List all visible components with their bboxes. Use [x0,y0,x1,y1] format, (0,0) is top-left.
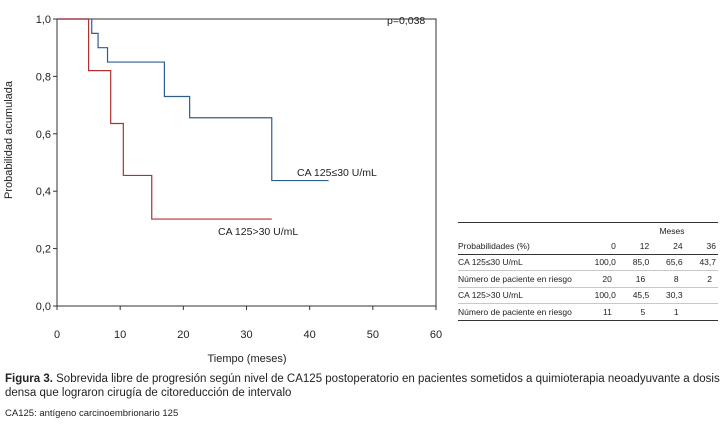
figure-caption-text: Sobrevida libre de progresión según nive… [5,373,720,399]
risk-cell: 85,0 [617,254,652,271]
risk-table-grid: Meses Probabilidades (%) 0 12 24 36 CA 1… [458,222,718,321]
y-tick-label: 0,8 [36,71,51,83]
risk-table-title: Meses [576,222,718,238]
risk-cell [684,303,718,321]
y-tick-label: 0,0 [36,301,51,313]
risk-cell: 2 [684,270,718,288]
series-label-2: CA 125>30 U/mL [218,226,298,238]
x-axis-ticks: 0 10 20 30 40 50 60 [54,306,442,341]
x-tick-label: 40 [304,329,316,341]
y-tick-label: 0,2 [36,244,51,256]
risk-cell: 30,3 [651,287,685,304]
risk-cell: 43,7 [684,254,718,271]
risk-table-col-3: 36 [684,238,718,255]
x-tick-label: 30 [240,329,252,341]
y-axis-ticks: 0,0 0,2 0,4 0,6 0,8 1,0 [36,14,57,313]
risk-table: Meses Probabilidades (%) 0 12 24 36 CA 1… [458,222,718,321]
risk-cell: 65,6 [651,254,685,271]
x-axis-title: Tiempo (meses) [207,353,286,365]
risk-row-label: Número de paciente en riesgo [458,270,576,288]
figure-caption: Figura 3. Sobrevida libre de progresión … [5,373,721,400]
risk-cell: 8 [651,270,685,288]
y-tick-label: 1,0 [36,14,51,26]
risk-table-row: CA 125>30 U/mL 100,0 45,5 30,3 [458,287,718,304]
risk-cell: 100,0 [576,254,618,271]
risk-cell: 100,0 [576,287,618,304]
figure-footnote: CA125: antígeno carcinoembrionario 125 [5,408,179,419]
risk-row-label: CA 125≤30 U/mL [458,254,576,271]
series-labels: CA 125≤30 U/mL CA 125>30 U/mL [218,167,377,238]
x-tick-label: 0 [54,329,60,341]
risk-cell: 11 [576,303,618,321]
risk-table-col-0: 0 [576,238,618,255]
km-chart: 0 10 20 30 40 50 60 0,0 0,2 0,4 0,6 0,8 1,0 CA 125≤… [3,14,442,365]
x-tick-label: 50 [367,329,379,341]
risk-table-col-1: 12 [617,238,652,255]
risk-table-title-spacer [458,222,576,238]
risk-cell: 5 [617,303,652,321]
risk-table-header-row: Probabilidades (%) 0 12 24 36 [458,238,718,255]
y-tick-label: 0,4 [36,186,51,198]
risk-cell: 1 [651,303,685,321]
risk-table-row: CA 125≤30 U/mL 100,0 85,0 65,6 43,7 [458,254,718,271]
risk-table-title-row: Meses [458,222,718,238]
risk-table-row: Número de paciente en riesgo 11 5 1 [458,303,718,321]
y-axis-title: Probabilidad acumulada [3,80,15,199]
km-curve-series-1 [57,18,329,182]
km-curve-series-2 [57,18,272,220]
risk-table-header-label: Probabilidades (%) [458,238,576,255]
risk-row-label: Número de paciente en riesgo [458,303,576,321]
risk-cell: 45,5 [617,287,652,304]
series-lines [57,18,329,220]
p-value-annotation: p=0,038 [387,15,425,27]
x-tick-label: 60 [430,329,442,341]
risk-cell: 20 [576,270,618,288]
risk-cell: 16 [617,270,652,288]
risk-table-col-2: 24 [651,238,685,255]
risk-row-label: CA 125>30 U/mL [458,287,576,304]
risk-cell [684,287,718,304]
x-tick-label: 10 [114,329,126,341]
series-label-1: CA 125≤30 U/mL [297,167,377,179]
figure-caption-label: Figura 3. [5,373,53,385]
x-tick-label: 20 [177,329,189,341]
risk-table-row: Número de paciente en riesgo 20 16 8 2 [458,270,718,288]
y-tick-label: 0,6 [36,129,51,141]
